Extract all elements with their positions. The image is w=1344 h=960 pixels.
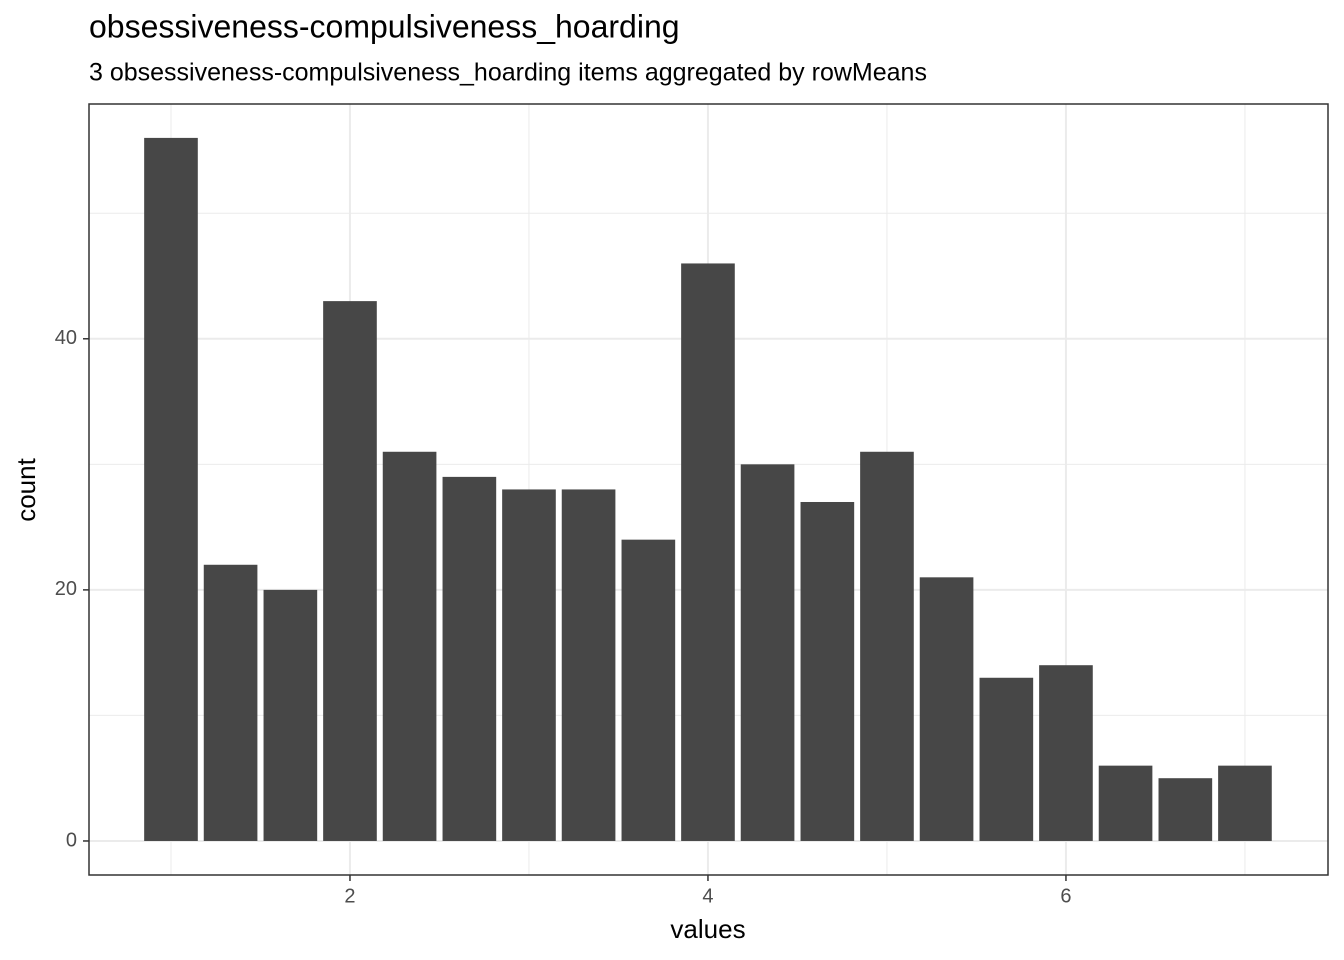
chart-subtitle: 3 obsessiveness-compulsiveness_hoarding … xyxy=(89,59,927,87)
bar xyxy=(681,263,735,841)
bar xyxy=(800,501,855,841)
chart-title: obsessiveness-compulsiveness_hoarding xyxy=(89,8,680,44)
bar xyxy=(919,577,974,841)
bar xyxy=(442,476,497,841)
bar xyxy=(740,464,795,841)
bar xyxy=(382,451,437,841)
bar xyxy=(323,301,377,841)
y-tick-label: 40 xyxy=(55,327,77,349)
x-tick-label: 2 xyxy=(344,885,355,907)
bar xyxy=(979,677,1034,841)
y-axis-label: count xyxy=(11,457,41,521)
bar xyxy=(1218,765,1272,841)
y-tick-label: 20 xyxy=(55,578,77,600)
x-tick-label: 6 xyxy=(1060,885,1071,907)
bar xyxy=(1158,778,1213,841)
plot-border xyxy=(88,103,1329,876)
bar xyxy=(144,137,198,841)
bar xyxy=(263,589,318,841)
bar xyxy=(621,539,676,841)
bar xyxy=(561,489,616,841)
bar xyxy=(1039,665,1093,841)
bar xyxy=(860,451,914,841)
y-tick-label: 0 xyxy=(66,829,77,851)
bar xyxy=(1098,765,1153,841)
bar xyxy=(502,489,556,841)
x-tick-label: 4 xyxy=(702,885,713,907)
x-axis-label: values xyxy=(670,914,745,944)
bar xyxy=(203,564,258,841)
